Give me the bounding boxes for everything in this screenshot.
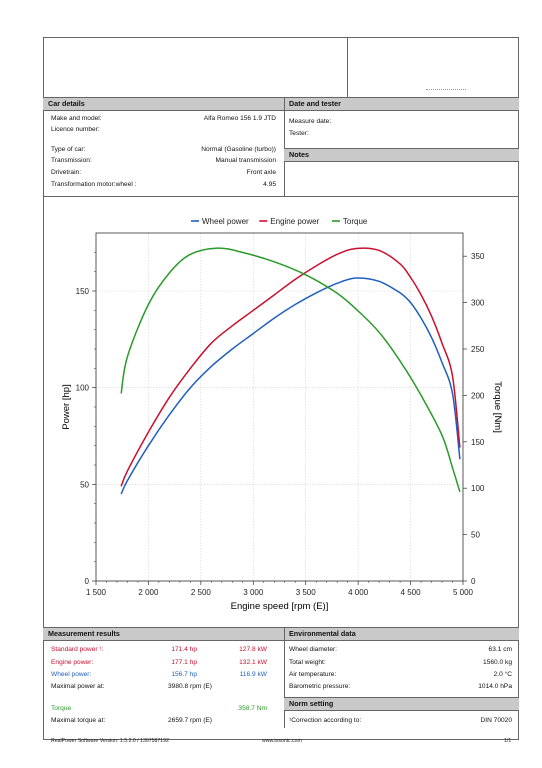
y-right-tick-label: 100 [471,484,485,493]
max-power-value: 3980.8 rpm (E) [168,683,212,690]
car-details-header: Car details [43,97,284,111]
x-tick-label: 2 500 [191,588,212,597]
legend-label-torque: Torque [343,217,368,226]
norm-value: DIN 70020 [480,717,512,724]
drivetrain-value: Front axle [246,169,276,176]
wheel-power-label: Wheel power: [51,671,92,678]
type-value: Normal (Gasoline (turbo)) [201,146,276,153]
max-power-label: Maximal power at: [51,683,105,690]
y-left-axis-label: Power [hp] [61,384,72,429]
standard-power-label: Standard power ¹: [51,646,104,653]
engine-power-kw: 132.1 kW [239,659,267,666]
norm-header: Norm setting [284,697,519,711]
y-right-tick-label: 200 [471,391,485,400]
make-value: Alfa Romeo 156 1.9 JTD [203,115,276,122]
chart-legend: Wheel power Engine power Torque [191,217,368,226]
air-temp-label: Air temperature: [289,671,337,678]
details-bottom-line [43,196,519,197]
wheel-power-kw: 116.9 kW [239,671,267,678]
chart-ticks: 1 500 2 000 2 500 3 000 3 500 4 000 4 500 5 000… [76,252,485,597]
y-left-tick-label: 150 [76,287,90,296]
legend-label-engine-power: Engine power [270,217,319,226]
y-left-tick-label: 0 [85,577,90,586]
results-divider [284,627,285,728]
notes-header: Notes [284,148,519,162]
baro-pressure-value: 1014.0 hPa [478,683,512,690]
signature-line [426,89,466,90]
air-temp-value: 2.0 °C [493,671,512,678]
standard-power-hp: 171.4 hp [171,646,197,653]
make-label: Make and model: [51,115,102,122]
y-right-tick-label: 50 [471,531,480,540]
x-tick-label: 1 500 [86,588,107,597]
drivetrain-label: Drivetrain: [51,169,82,176]
baro-pressure-label: Barometric pressure: [289,683,351,690]
measure-date-label: Measure date: [289,118,332,125]
results-header: Measurement results [43,627,284,641]
x-tick-label: 3 500 [296,588,317,597]
series-engine-power [120,247,461,487]
y-right-tick-label: 0 [471,577,476,586]
y-right-tick-label: 350 [471,252,485,261]
series-wheel-power [120,277,461,495]
tester-label: Tester: [289,130,309,137]
engine-power-hp: 177.1 hp [171,659,197,666]
type-label: Type of car: [51,146,86,153]
y-right-tick-label: 300 [471,299,485,308]
max-torque-label: Maximal torque at: [51,717,106,724]
wheel-diameter-value: 63.1 cm [488,646,512,653]
legend-label-wheel-power: Wheel power [202,217,249,226]
wheel-diameter-label: Wheel diameter: [289,646,338,653]
x-axis-label: Engine speed [rpm (E)] [231,601,329,612]
date-tester-header: Date and tester [284,97,519,111]
chart-series [120,247,461,495]
transform-label: Transformation motor:wheel : [51,181,137,188]
plot-area [95,232,464,582]
transmission-label: Transmission: [51,157,92,164]
standard-power-kw: 127.8 kW [239,646,267,653]
wheel-power-hp: 156.7 hp [171,671,197,678]
y-left-tick-label: 100 [76,384,90,393]
report-frame [43,37,519,740]
environment-header: Environmental data [284,627,519,641]
x-tick-label: 2 000 [138,588,159,597]
chart-grid [95,233,464,582]
software-version: RealPower Software Version: 1.5.2.0 / 13… [51,738,169,744]
x-tick-label: 4 500 [401,588,422,597]
x-tick-label: 3 000 [243,588,264,597]
x-tick-label: 4 000 [348,588,369,597]
y-left-tick-label: 50 [80,480,89,489]
header-divider [347,37,348,97]
y-right-axis-label: Torque [Nm] [492,381,503,433]
y-right-tick-label: 150 [471,438,485,447]
transform-value: 4.95 [263,181,276,188]
transmission-value: Manual transmission [215,157,276,164]
max-torque-value: 2659.7 rpm (E) [168,717,212,724]
licence-label: Licence number: [51,126,100,133]
website-link[interactable]: www.insonic.com [262,738,302,744]
page-number: 1/1 [504,738,512,744]
engine-power-label: Engine power: [51,659,94,666]
torque-value: 358.7 Nm [238,705,267,712]
total-weight-label: Total weight: [289,659,326,666]
y-right-tick-label: 250 [471,345,485,354]
torque-label: Torque [51,705,72,712]
dyno-chart: Wheel power Engine power Torque 1 500 2 000… [61,217,503,612]
series-torque [120,247,461,493]
norm-label: ¹Correction according to: [289,717,362,724]
details-divider [284,97,285,197]
total-weight-value: 1560.0 kg [483,659,512,666]
x-tick-label: 5 000 [453,588,474,597]
